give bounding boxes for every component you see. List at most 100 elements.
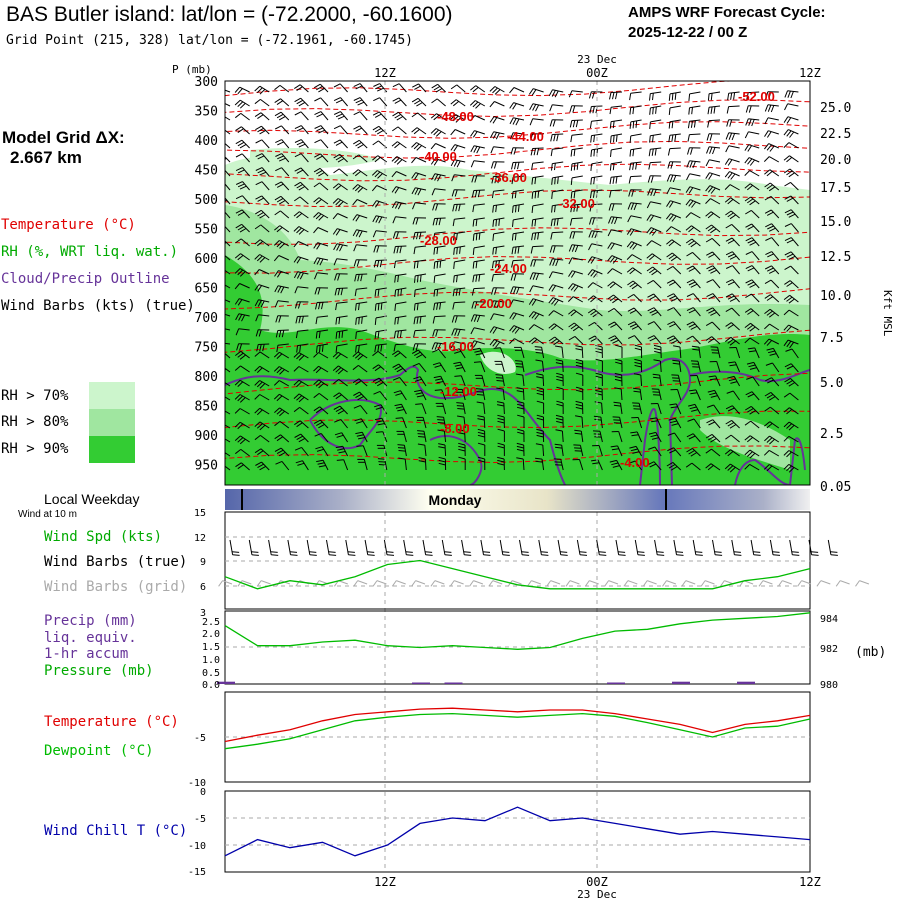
wind-barb [608, 335, 623, 345]
wind-barb [649, 133, 662, 143]
wind-barb [256, 343, 270, 352]
wind-barb [354, 418, 368, 429]
wind-barb [783, 155, 799, 163]
rh70-swatch [89, 382, 135, 409]
wind-barb [391, 186, 407, 194]
wind-barb [413, 259, 427, 269]
wind-barb [472, 273, 485, 283]
wind-barb [686, 251, 701, 261]
wind-barb [572, 459, 584, 471]
wind-barb [707, 91, 721, 101]
wind-barb [515, 373, 525, 387]
wind-barb-true [789, 539, 800, 556]
wind-barb [430, 143, 446, 150]
pressure-tick-label: 750 [195, 340, 218, 355]
svg-text:-5: -5 [194, 733, 206, 744]
wind-barb [633, 373, 643, 387]
wind-barb [295, 315, 309, 324]
wind-barb [648, 431, 662, 443]
wind-barb [570, 175, 583, 185]
wind-barb [313, 212, 329, 221]
wind-barb [689, 389, 701, 401]
wind-barb [274, 434, 290, 443]
wind-barb [548, 310, 564, 317]
wind-barbs-surface [229, 539, 838, 556]
wind-barb [333, 125, 348, 135]
wind-barb [707, 119, 721, 128]
wind-barb [294, 167, 309, 177]
legend-wind-barbs-grid: Wind Barbs (grid) [44, 579, 188, 595]
wind-barb [530, 259, 544, 267]
wind-barb [745, 209, 760, 219]
legend-temperature: Temperature (°C) [1, 217, 136, 233]
wind-barb [333, 83, 348, 93]
wind-barb [234, 268, 250, 277]
wind-barb [666, 461, 682, 471]
forecast-cycle-value: 2025-12-22 / 00 Z [628, 24, 748, 41]
wind-barb [372, 111, 388, 121]
wind-barb [293, 226, 309, 235]
wind-barb [509, 102, 525, 110]
wind-barb [413, 315, 427, 325]
wind-barb [374, 301, 387, 311]
wind-barb [416, 416, 427, 429]
wind-barb [254, 224, 270, 233]
rh70-region-top [250, 148, 380, 169]
wind-barb [452, 203, 466, 212]
wind-barb [372, 155, 388, 163]
wind-barb [456, 402, 466, 415]
wind-barb [627, 280, 642, 290]
wind-barb [470, 160, 485, 168]
isotherm-label: -28.00 [420, 233, 457, 248]
wind-barb [587, 269, 603, 278]
wind-barb [275, 315, 289, 323]
wind-barb [450, 159, 466, 168]
wind-barb [629, 119, 642, 129]
wind-barb [255, 139, 270, 149]
wind-barb [608, 321, 623, 331]
wind-barb [516, 400, 525, 415]
wind-barb [398, 457, 407, 471]
wind-barb [764, 182, 780, 192]
wind-barb [432, 329, 446, 337]
wind-barb [536, 386, 545, 401]
wind-barb [511, 175, 525, 185]
wind-barb [784, 265, 799, 275]
wind-barb [744, 449, 760, 459]
wind-barb [725, 419, 740, 429]
wind-barb [575, 345, 584, 359]
wind-barb [352, 199, 368, 206]
wind-barb [784, 103, 799, 111]
wind-barb [570, 147, 583, 157]
wind-barb [373, 245, 387, 253]
wind-barb [630, 431, 643, 443]
wind-barb-grid [372, 580, 387, 587]
wind-barb [353, 111, 368, 121]
wind-barb [765, 223, 780, 233]
wind-barb [332, 351, 348, 360]
main-panel-frame [224, 80, 811, 486]
wind-barb-true [654, 539, 665, 556]
wind-barb [234, 283, 250, 290]
wind-barb [569, 231, 583, 239]
wind-barb [568, 335, 584, 345]
wind-barb [374, 417, 388, 429]
legend-dewpoint: Dewpoint (°C) [44, 743, 154, 759]
wind-barb [729, 347, 741, 359]
time-label-bottom: 12Z [374, 875, 396, 889]
wind-barb-true [538, 539, 549, 556]
wind-barb-true [557, 539, 568, 556]
wind-barb [225, 183, 231, 191]
wind-barb [293, 211, 309, 219]
wind-barb [357, 458, 368, 471]
wind-barb [431, 83, 446, 93]
wind-barb [453, 245, 466, 255]
wind-barb [433, 231, 446, 241]
wind-barb [575, 358, 584, 373]
wind-barb [273, 351, 290, 359]
rh80-patch [700, 416, 790, 470]
wind-barb [705, 433, 721, 443]
wind-barb [274, 111, 290, 121]
wind-barb [452, 301, 466, 310]
wind-barb [235, 238, 250, 247]
